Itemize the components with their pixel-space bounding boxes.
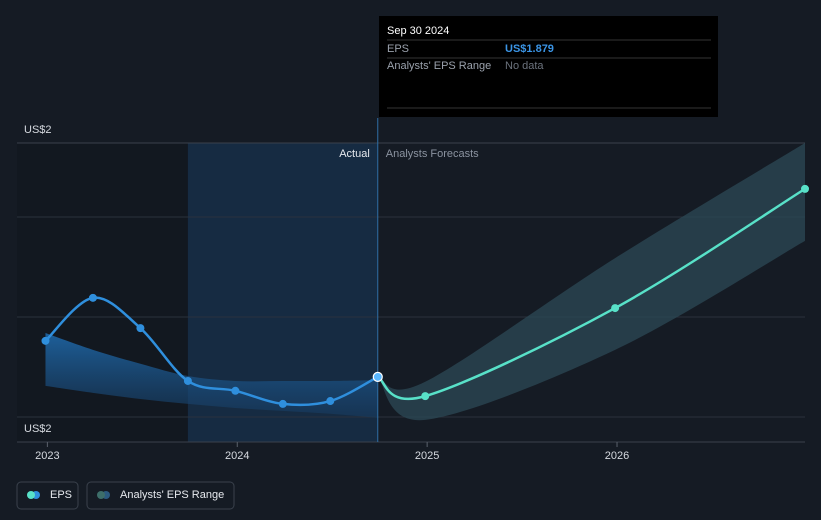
legend-swatch[interactable] (97, 491, 105, 499)
eps-point (372, 371, 383, 382)
eps-point (278, 399, 287, 408)
forecast-point (611, 304, 620, 313)
x-tick-label: 2023 (35, 450, 59, 462)
tooltip-date: Sep 30 2024 (387, 25, 449, 37)
legend-button[interactable] (86, 481, 235, 510)
legend-eps[interactable]: EPS (16, 481, 79, 510)
legend-label[interactable]: Analysts' EPS Range (120, 489, 224, 501)
x-tick-label: 2025 (415, 450, 439, 462)
tooltip-label: EPS (387, 43, 409, 55)
eps-line (377, 187, 806, 400)
forecast-label: Analysts Forecasts (386, 148, 479, 160)
forecast-point (421, 392, 430, 401)
actual-label: Actual (339, 148, 370, 160)
legend-range[interactable]: Analysts' EPS Range (86, 481, 235, 510)
eps-point (136, 324, 145, 333)
eps-point (88, 293, 97, 302)
x-tick-label: 2026 (605, 450, 629, 462)
range-band (45, 333, 378, 418)
tooltip (379, 16, 718, 117)
tooltip-value: US$1.879 (505, 43, 554, 55)
legend-swatch[interactable] (27, 491, 35, 499)
eps-point (326, 397, 335, 406)
tooltip-label: Analysts' EPS Range (387, 60, 491, 72)
y-tick-label: US$2 (24, 124, 52, 136)
forecast-point (801, 184, 809, 193)
eps-point (231, 386, 240, 395)
legend-label[interactable]: EPS (50, 489, 72, 501)
eps-point (183, 376, 192, 385)
tooltip-value: No data (505, 60, 544, 72)
range-band (377, 143, 805, 421)
eps-point (41, 336, 50, 345)
y-tick-label: US$2 (24, 423, 52, 435)
x-tick-label: 2024 (225, 450, 249, 462)
legend-button[interactable] (16, 481, 79, 510)
